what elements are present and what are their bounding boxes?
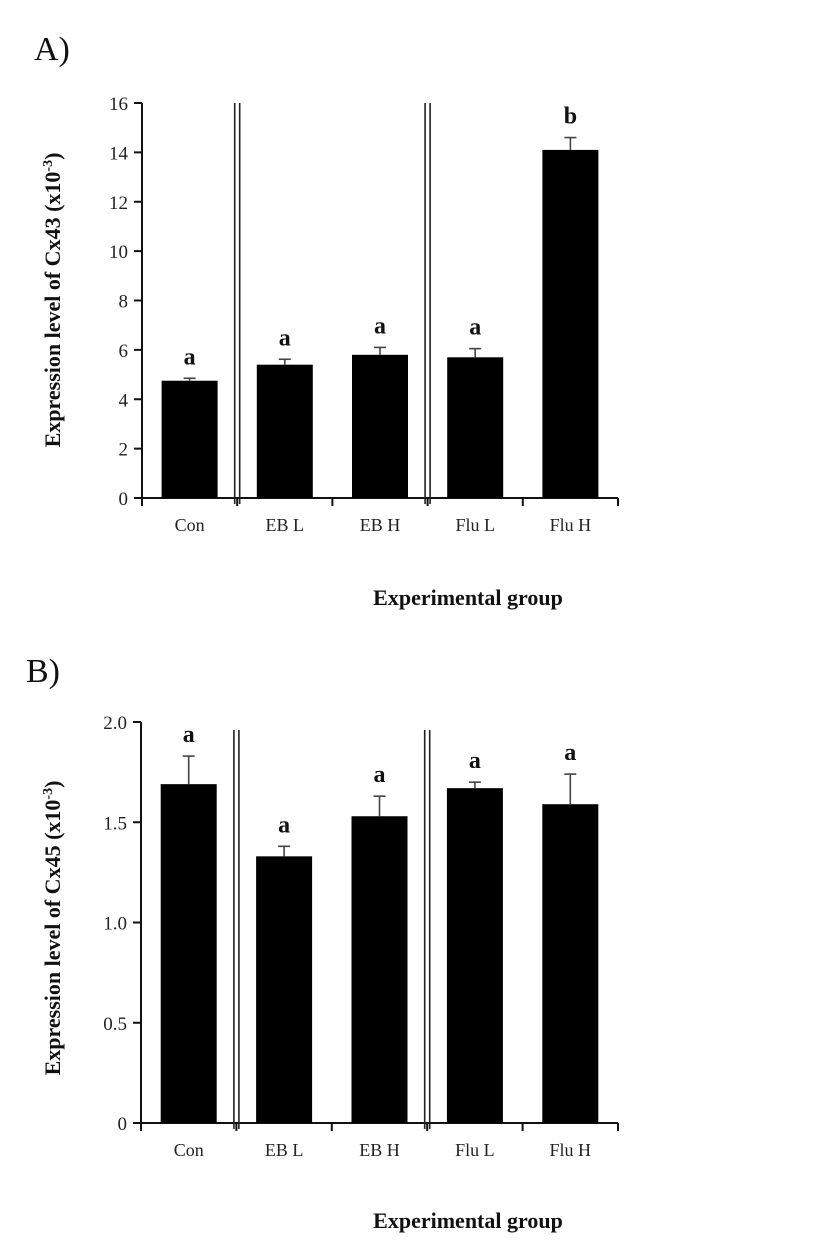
x-category-label: Flu L [455, 515, 495, 535]
significance-label: a [564, 740, 576, 766]
y-axis-title: Expression level of Cx43 (x10-3) [40, 153, 65, 448]
y-tick-label: 10 [109, 242, 128, 263]
y-axis-title-exponent: -3 [41, 788, 56, 800]
significance-label: a [469, 315, 481, 341]
x-axis-title: Experimental group [373, 1208, 563, 1233]
y-axis-title-suffix: ) [40, 781, 65, 788]
significance-label: a [374, 313, 386, 339]
bar-eb-l [256, 364, 313, 498]
y-tick-label: 4 [119, 390, 129, 411]
x-category-label: EB H [359, 1140, 400, 1160]
y-axis-title: Expression level of Cx45 (x10-3) [40, 781, 65, 1076]
significance-label: a [278, 812, 290, 838]
bar-con [161, 380, 218, 498]
y-axis-title-text: Expression level of Cx45 (x10 [40, 800, 65, 1076]
y-axis-title-text: Expression level of Cx43 (x10 [40, 172, 65, 448]
x-category-label: EB L [266, 515, 305, 535]
bar-flu-h [542, 149, 599, 498]
y-axis-title-exponent: -3 [41, 160, 56, 172]
bar-eb-h [351, 816, 408, 1123]
x-axis-title: Experimental group [373, 585, 563, 610]
x-category-label: EB H [360, 515, 401, 535]
significance-label: a [279, 325, 291, 351]
y-tick-label: 2.0 [103, 713, 127, 734]
y-tick-label: 0 [118, 1114, 128, 1135]
y-tick-label: 6 [119, 341, 129, 362]
x-category-label: Flu H [550, 515, 592, 535]
bar-con [160, 784, 217, 1123]
x-categories: Con EB L EB H Flu L Flu H [174, 1140, 591, 1160]
y-tick-label: 12 [109, 193, 128, 214]
significance-label: b [564, 104, 577, 130]
bar-eb-l [256, 856, 313, 1123]
panel-b: B) Expression level of Cx45 (x10-3) Expe… [26, 653, 619, 1233]
panel-a: A) Expression level of Cx43 (x10-3) Expe… [34, 31, 619, 610]
x-category-label: Con [174, 1140, 204, 1160]
y-ticks: 0 2 4 6 8 10 12 14 16 [109, 94, 619, 510]
y-tick-label: 2 [119, 440, 129, 461]
x-category-label: Flu H [550, 1140, 592, 1160]
bar-flu-h [542, 804, 599, 1123]
significance-label: a [183, 722, 195, 748]
y-tick-label: 14 [109, 143, 129, 164]
y-tick-label: 1.0 [103, 914, 127, 935]
x-category-label: Flu L [455, 1140, 495, 1160]
bars: a a a a a [160, 722, 599, 1123]
y-tick-label: 0 [119, 489, 129, 510]
bar-eb-h [352, 354, 408, 498]
bars: a a a a b [161, 104, 599, 498]
significance-label: a [184, 344, 196, 370]
panel-label: A) [34, 31, 70, 68]
x-categories: Con EB L EB H Flu L Flu H [175, 515, 592, 535]
y-axis-title-suffix: ) [40, 153, 65, 160]
significance-label: a [374, 762, 386, 788]
bar-flu-l [447, 357, 504, 498]
x-category-label: Con [175, 515, 205, 535]
y-tick-label: 0.5 [103, 1014, 127, 1035]
bar-flu-l [446, 788, 503, 1123]
x-category-label: EB L [265, 1140, 304, 1160]
significance-label: a [469, 748, 481, 774]
y-tick-label: 16 [109, 94, 128, 115]
panel-label: B) [26, 653, 60, 690]
y-tick-label: 1.5 [103, 813, 127, 834]
y-tick-label: 8 [119, 292, 129, 313]
